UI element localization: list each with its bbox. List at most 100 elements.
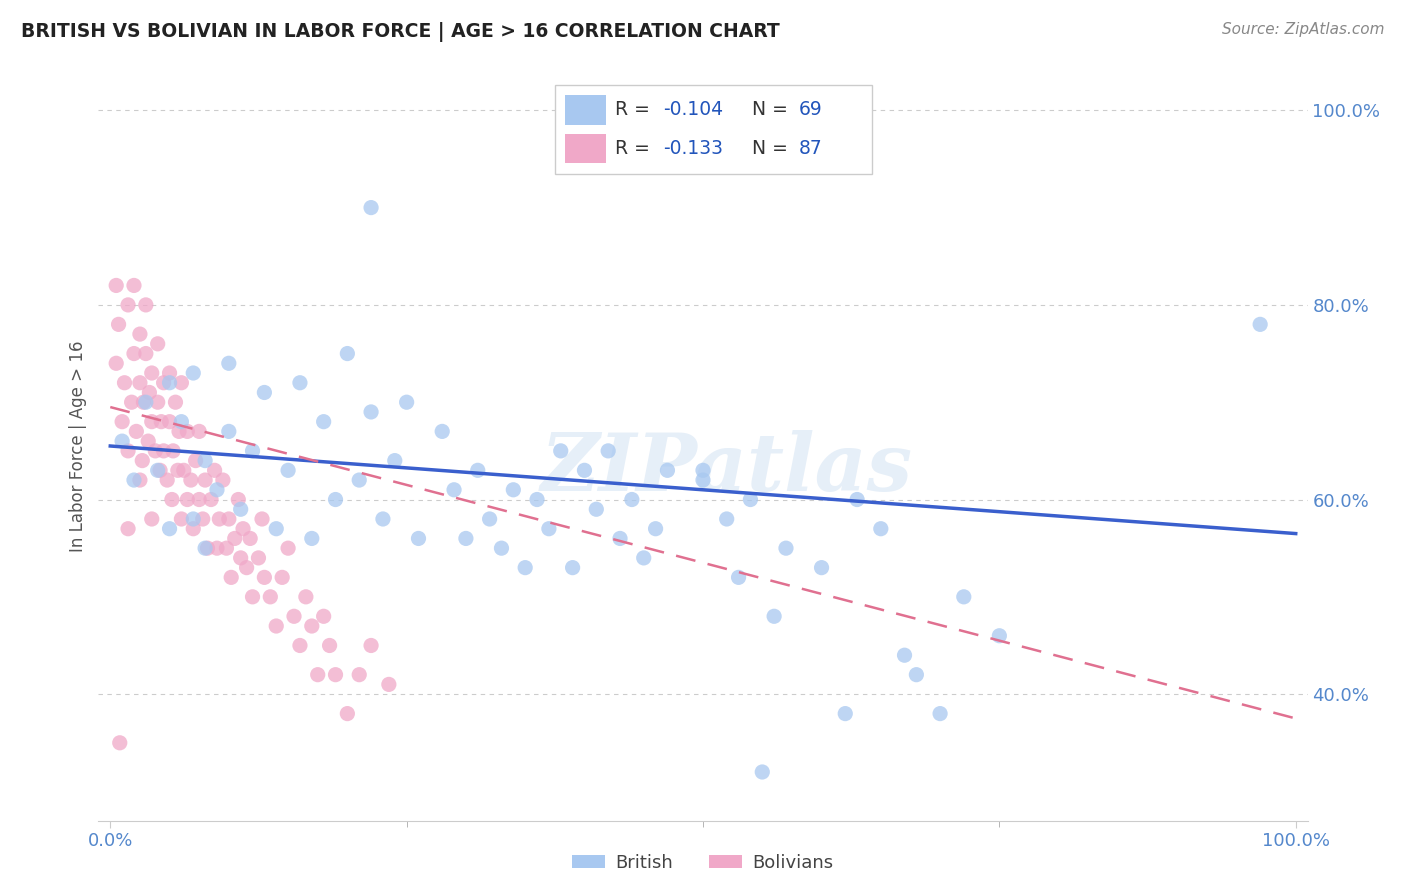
Point — [125, 425, 148, 439]
Text: N =: N = — [752, 100, 793, 120]
Point — [160, 492, 183, 507]
Point — [146, 395, 169, 409]
Point — [893, 648, 915, 663]
Point — [1249, 318, 1271, 332]
Point — [107, 318, 129, 332]
Point — [181, 512, 204, 526]
Point — [347, 473, 370, 487]
Point — [215, 541, 238, 556]
Point — [250, 512, 273, 526]
Point — [173, 463, 195, 477]
Point — [200, 492, 222, 507]
Point — [218, 425, 240, 439]
Point — [212, 473, 235, 487]
Point — [159, 522, 181, 536]
Point — [219, 570, 242, 584]
Point — [378, 677, 401, 691]
Point — [188, 492, 211, 507]
Text: 69: 69 — [799, 100, 823, 120]
Point — [585, 502, 607, 516]
Point — [395, 395, 418, 409]
Point — [360, 405, 382, 419]
Point — [205, 541, 228, 556]
Point — [181, 366, 204, 380]
Point — [295, 590, 318, 604]
Point — [271, 570, 294, 584]
Point — [205, 483, 228, 497]
Point — [150, 415, 173, 429]
Point — [502, 483, 524, 497]
Point — [129, 376, 152, 390]
Point — [170, 376, 193, 390]
Point — [229, 502, 252, 516]
Text: Source: ZipAtlas.com: Source: ZipAtlas.com — [1222, 22, 1385, 37]
Text: ZIPatlas: ZIPatlas — [541, 430, 914, 508]
Point — [775, 541, 797, 556]
Point — [288, 639, 311, 653]
Point — [644, 522, 666, 536]
Point — [114, 376, 136, 390]
Legend: British, Bolivians: British, Bolivians — [565, 847, 841, 879]
Point — [194, 473, 217, 487]
Point — [371, 512, 394, 526]
Point — [122, 473, 145, 487]
Point — [952, 590, 974, 604]
Point — [105, 278, 128, 293]
Point — [166, 463, 188, 477]
Point — [105, 356, 128, 370]
Point — [135, 298, 157, 312]
Point — [360, 639, 382, 653]
Point — [141, 366, 163, 380]
Point — [176, 425, 198, 439]
Point — [609, 532, 631, 546]
Point — [810, 560, 832, 574]
Point — [247, 550, 270, 565]
Point — [176, 492, 198, 507]
Point — [716, 512, 738, 526]
Point — [141, 512, 163, 526]
Point — [149, 463, 172, 477]
Point — [307, 667, 329, 681]
Text: R =: R = — [616, 100, 657, 120]
Point — [515, 560, 537, 574]
Point — [170, 415, 193, 429]
Point — [336, 706, 359, 721]
Point — [384, 453, 406, 467]
Point — [929, 706, 952, 721]
Point — [846, 492, 869, 507]
Point — [454, 532, 477, 546]
Point — [135, 346, 157, 360]
Text: N =: N = — [752, 138, 793, 158]
Point — [194, 541, 217, 556]
Point — [181, 522, 204, 536]
Point — [165, 395, 187, 409]
Point — [117, 298, 139, 312]
Point — [692, 463, 714, 477]
Point — [526, 492, 548, 507]
Point — [620, 492, 643, 507]
Point — [218, 356, 240, 370]
Point — [121, 395, 143, 409]
Point — [336, 346, 359, 360]
Point — [138, 385, 160, 400]
Point — [988, 629, 1011, 643]
Point — [135, 395, 157, 409]
Point — [242, 590, 264, 604]
Text: R =: R = — [616, 138, 657, 158]
Point — [122, 346, 145, 360]
Point — [162, 443, 184, 458]
Point — [170, 512, 193, 526]
Point — [229, 550, 252, 565]
Point — [242, 443, 264, 458]
Point — [727, 570, 749, 584]
Point — [740, 492, 762, 507]
Point — [301, 619, 323, 633]
Point — [325, 492, 347, 507]
Point — [312, 415, 335, 429]
Point — [204, 463, 226, 477]
Point — [432, 425, 454, 439]
Point — [253, 570, 276, 584]
Bar — [565, 95, 606, 125]
Point — [159, 376, 181, 390]
Point — [141, 415, 163, 429]
